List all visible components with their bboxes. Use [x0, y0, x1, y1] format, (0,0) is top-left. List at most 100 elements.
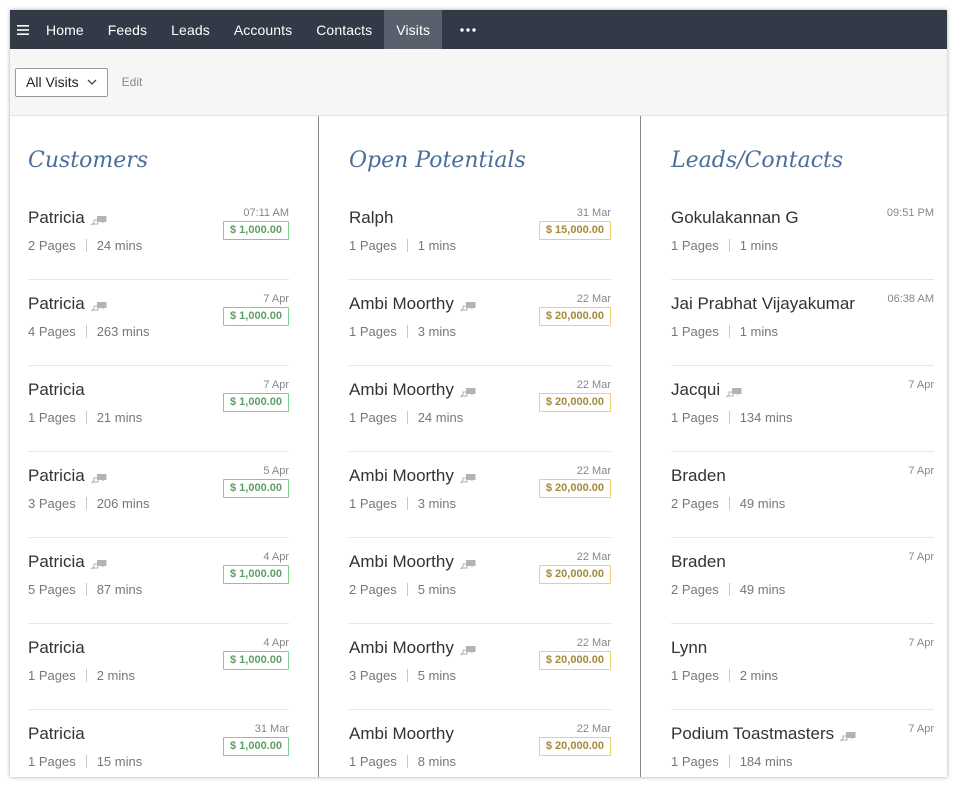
visitor-name[interactable]: Patricia [28, 208, 85, 227]
visit-row[interactable]: Braden 7 Apr 2 Pages 49 mins [671, 452, 934, 538]
visitor-name[interactable]: Braden [671, 552, 726, 571]
amount-badge: $ 20,000.00 [538, 307, 611, 326]
separator [728, 669, 730, 682]
visit-row[interactable]: Patricia 5 Apr 3 Pages 206 mins $ 1,000.00 [28, 452, 289, 538]
nav-accounts[interactable]: Accounts [233, 21, 293, 38]
visitor-name-line: Ambi Moorthy [349, 552, 477, 572]
visit-meta: 3 Pages 5 mins [349, 668, 456, 683]
visitor-name[interactable]: Lynn [671, 638, 708, 657]
visitor-name-line: Patricia [28, 466, 108, 486]
chat-icon [459, 470, 477, 484]
amount-badge: $ 1,000.00 [223, 221, 289, 240]
visit-row[interactable]: Lynn 7 Apr 1 Pages 2 mins [671, 624, 934, 710]
visit-row[interactable]: Gokulakannan G 09:51 PM 1 Pages 1 mins [671, 194, 934, 280]
visitor-name[interactable]: Jacqui [671, 380, 721, 399]
page-count: 1 Pages [28, 754, 76, 769]
page-count: 5 Pages [28, 582, 76, 597]
visit-row[interactable]: Patricia 4 Apr 1 Pages 2 mins $ 1,000.00 [28, 624, 289, 710]
visit-row[interactable]: Ambi Moorthy 22 Mar 1 Pages 3 mins $ 20,000.… [349, 280, 611, 366]
nav-home[interactable]: Home [46, 21, 84, 38]
visit-time: 7 Apr [908, 637, 934, 649]
more-horizontal-icon[interactable] [442, 10, 494, 49]
visit-meta: 1 Pages 3 mins [349, 324, 456, 339]
visit-meta: 1 Pages 15 mins [28, 754, 142, 769]
visit-meta: 2 Pages 24 mins [28, 238, 142, 253]
nav-visits[interactable]: Visits [384, 10, 443, 49]
visit-time: 09:51 PM [886, 207, 934, 219]
amount-badge: $ 20,000.00 [538, 737, 611, 756]
view-selector-label: All Visits [26, 74, 79, 90]
separator [85, 583, 87, 596]
visit-row[interactable]: Patricia 7 Apr 1 Pages 21 mins $ 1,000.00 [28, 366, 289, 452]
visitor-name[interactable]: Gokulakannan G [671, 208, 799, 227]
visitor-name[interactable]: Ambi Moorthy [349, 466, 454, 485]
visitor-name-line: Ambi Moorthy [349, 380, 477, 400]
nav-feeds[interactable]: Feeds [107, 21, 148, 38]
visitor-name-line: Jai Prabhat Vijayakumar [671, 294, 855, 314]
app-window: Home Feeds Leads Accounts Contacts Visits All… [10, 10, 947, 777]
page-count: 1 Pages [349, 410, 397, 425]
page-count: 1 Pages [28, 410, 76, 425]
edit-view-link[interactable]: Edit [121, 75, 143, 89]
visit-row[interactable]: Patricia 31 Mar 1 Pages 15 mins $ 1,000.00 [28, 710, 289, 777]
visitor-name[interactable]: Patricia [28, 380, 85, 399]
visitor-name-line: Patricia [28, 380, 85, 400]
visit-row[interactable]: Ambi Moorthy 22 Mar 1 Pages 8 mins $ 20,000.… [349, 710, 611, 777]
visit-row[interactable]: Patricia 7 Apr 4 Pages 263 mins $ 1,000.00 [28, 280, 289, 366]
column-title: Leads/Contacts [671, 148, 844, 173]
visitor-name[interactable]: Braden [671, 466, 726, 485]
visit-row[interactable]: Jai Prabhat Vijayakumar 06:38 AM 1 Pages 1 … [671, 280, 934, 366]
visit-row[interactable]: Jacqui 7 Apr 1 Pages 134 mins [671, 366, 934, 452]
visitor-name[interactable]: Ambi Moorthy [349, 380, 454, 399]
visit-duration: 3 mins [417, 496, 456, 511]
visit-time: 22 Mar [576, 293, 611, 305]
visit-row[interactable]: Braden 7 Apr 2 Pages 49 mins [671, 538, 934, 624]
visit-time: 7 Apr [908, 723, 934, 735]
separator [728, 497, 730, 510]
visit-row[interactable]: Ambi Moorthy 22 Mar 1 Pages 3 mins $ 20,000.… [349, 452, 611, 538]
amount-badge: $ 15,000.00 [538, 221, 611, 240]
nav-leads[interactable]: Leads [171, 21, 210, 38]
visitor-name-line: Jacqui [671, 380, 743, 400]
visit-duration: 263 mins [96, 324, 150, 339]
visitor-name-line: Braden [671, 466, 726, 486]
visit-time: 4 Apr [263, 637, 289, 649]
visitor-name[interactable]: Patricia [28, 294, 85, 313]
visit-meta: 1 Pages 184 mins [671, 754, 792, 769]
visit-duration: 134 mins [739, 410, 793, 425]
visit-row[interactable]: Patricia 4 Apr 5 Pages 87 mins $ 1,000.00 [28, 538, 289, 624]
chat-icon [459, 556, 477, 570]
nav-contacts[interactable]: Contacts [316, 21, 373, 38]
page-count: 1 Pages [349, 238, 397, 253]
page-count: 1 Pages [671, 410, 719, 425]
visitor-name[interactable]: Jai Prabhat Vijayakumar [671, 294, 855, 313]
visit-row[interactable]: Ambi Moorthy 22 Mar 2 Pages 5 mins $ 20,000.… [349, 538, 611, 624]
visitor-name[interactable]: Patricia [28, 466, 85, 485]
visit-duration: 2 mins [739, 668, 778, 683]
visitor-name[interactable]: Patricia [28, 552, 85, 571]
visit-meta: 2 Pages 5 mins [349, 582, 456, 597]
visit-time: 22 Mar [576, 637, 611, 649]
visit-row[interactable]: Ambi Moorthy 22 Mar 1 Pages 24 mins $ 20,000… [349, 366, 611, 452]
visit-duration: 206 mins [96, 496, 150, 511]
visit-row[interactable]: Ambi Moorthy 22 Mar 3 Pages 5 mins $ 20,000.… [349, 624, 611, 710]
visit-row[interactable]: Podium Toastmasters 7 Apr 1 Pages 184 mins [671, 710, 934, 777]
visitor-name[interactable]: Ambi Moorthy [349, 294, 454, 313]
separator [406, 669, 408, 682]
visit-time: 7 Apr [263, 293, 289, 305]
visitor-name[interactable]: Ambi Moorthy [349, 552, 454, 571]
visit-row[interactable]: Patricia 07:11 AM 2 Pages 24 mins $ 1,000.00 [28, 194, 289, 280]
page-count: 1 Pages [28, 668, 76, 683]
visitor-name[interactable]: Ralph [349, 208, 394, 227]
page-count: 2 Pages [671, 496, 719, 511]
visitor-name[interactable]: Ambi Moorthy [349, 724, 454, 743]
visitor-name[interactable]: Ambi Moorthy [349, 638, 454, 657]
visitor-name[interactable]: Patricia [28, 638, 85, 657]
visit-row[interactable]: Ralph 31 Mar 1 Pages 1 mins $ 15,000.00 [349, 194, 611, 280]
page-count: 1 Pages [349, 754, 397, 769]
view-selector-dropdown[interactable]: All Visits [15, 67, 108, 97]
visitor-name[interactable]: Podium Toastmasters [671, 724, 835, 743]
visit-duration: 49 mins [739, 582, 786, 597]
hamburger-icon[interactable] [12, 10, 34, 49]
visitor-name[interactable]: Patricia [28, 724, 85, 743]
